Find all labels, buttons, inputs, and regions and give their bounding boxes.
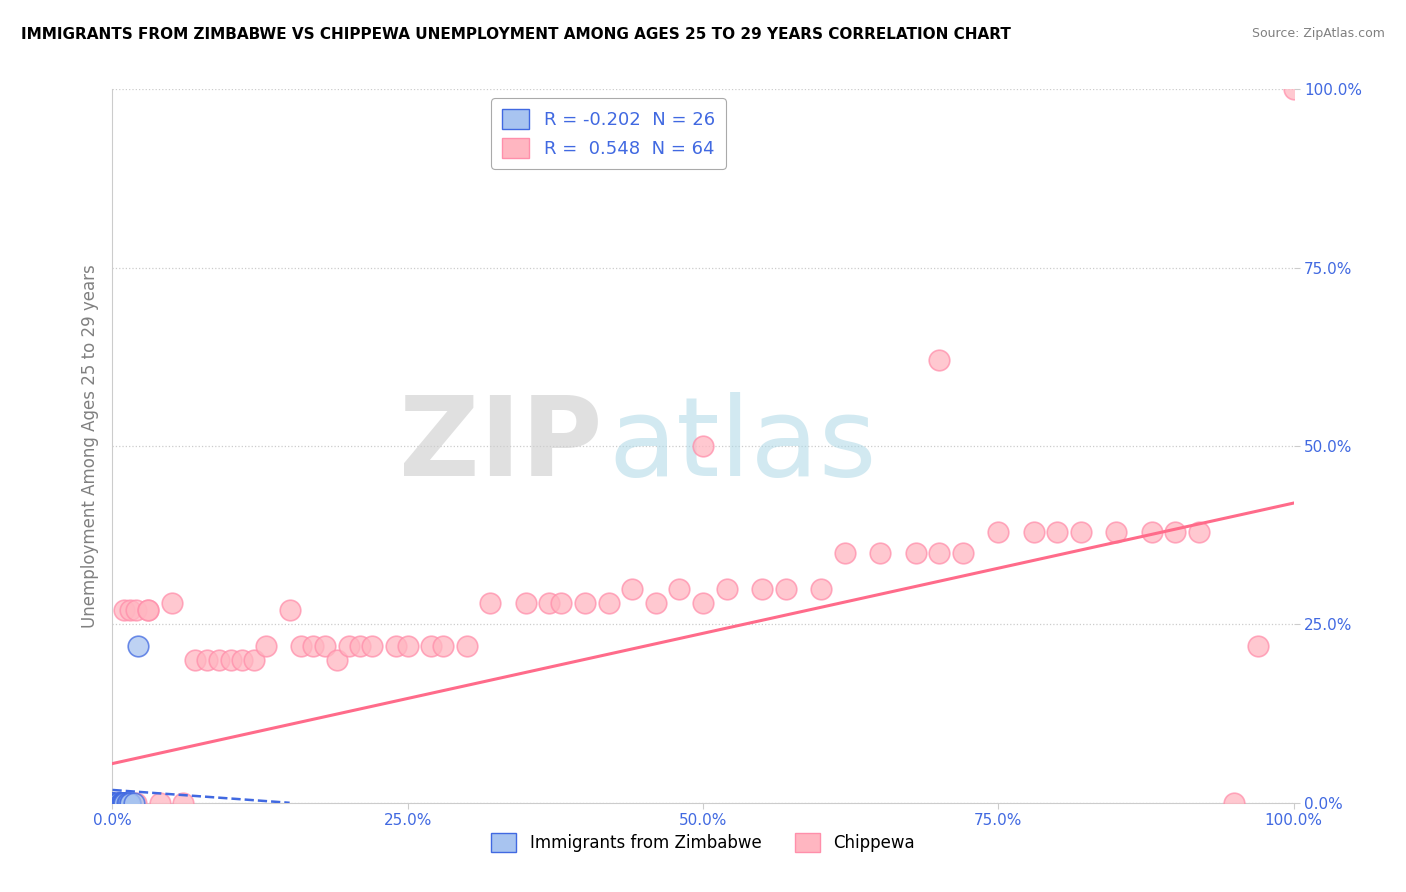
Point — [101, 796, 124, 810]
Point — [111, 796, 134, 810]
Point — [278, 603, 301, 617]
Point — [149, 796, 172, 810]
Text: ZIP: ZIP — [399, 392, 603, 500]
Point — [112, 796, 135, 810]
Point — [598, 596, 620, 610]
Point — [107, 796, 129, 810]
Point — [644, 596, 666, 610]
Point — [361, 639, 384, 653]
Point — [136, 603, 159, 617]
Point — [337, 639, 360, 653]
Point — [1046, 524, 1069, 539]
Point — [231, 653, 253, 667]
Point — [1188, 524, 1211, 539]
Point — [112, 796, 135, 810]
Point — [987, 524, 1010, 539]
Point — [1164, 524, 1187, 539]
Point — [101, 796, 124, 810]
Point — [550, 596, 572, 610]
Text: IMMIGRANTS FROM ZIMBABWE VS CHIPPEWA UNEMPLOYMENT AMONG AGES 25 TO 29 YEARS CORR: IMMIGRANTS FROM ZIMBABWE VS CHIPPEWA UNE… — [21, 27, 1011, 42]
Point — [928, 546, 950, 560]
Point — [621, 582, 644, 596]
Point — [112, 796, 135, 810]
Point — [538, 596, 561, 610]
Legend: Immigrants from Zimbabwe, Chippewa: Immigrants from Zimbabwe, Chippewa — [485, 827, 921, 859]
Point — [1105, 524, 1128, 539]
Point — [396, 639, 419, 653]
Point — [1140, 524, 1163, 539]
Point — [127, 639, 149, 653]
Point — [110, 796, 132, 810]
Point — [456, 639, 478, 653]
Point — [349, 639, 371, 653]
Point — [208, 653, 231, 667]
Point — [420, 639, 443, 653]
Point — [101, 796, 124, 810]
Point — [869, 546, 891, 560]
Point — [1070, 524, 1092, 539]
Point — [101, 796, 124, 810]
Point — [136, 603, 159, 617]
Point — [115, 796, 138, 810]
Point — [101, 796, 124, 810]
Point — [952, 546, 974, 560]
Point — [107, 796, 129, 810]
Point — [112, 796, 135, 810]
Point — [1247, 639, 1270, 653]
Point — [574, 596, 596, 610]
Y-axis label: Unemployment Among Ages 25 to 29 years: Unemployment Among Ages 25 to 29 years — [80, 264, 98, 628]
Point — [101, 796, 124, 810]
Point — [243, 653, 266, 667]
Point — [290, 639, 312, 653]
Point — [775, 582, 797, 596]
Point — [928, 353, 950, 368]
Point — [219, 653, 242, 667]
Point — [810, 582, 832, 596]
Point — [120, 796, 142, 810]
Text: atlas: atlas — [609, 392, 877, 500]
Point — [107, 796, 129, 810]
Point — [195, 653, 218, 667]
Point — [160, 596, 183, 610]
Point — [112, 796, 135, 810]
Point — [111, 796, 134, 810]
Point — [432, 639, 454, 653]
Point — [125, 796, 148, 810]
Point — [184, 653, 207, 667]
Point — [692, 596, 714, 610]
Point — [110, 796, 132, 810]
Point — [120, 603, 142, 617]
Point — [254, 639, 277, 653]
Point — [326, 653, 349, 667]
Point — [834, 546, 856, 560]
Point — [117, 796, 139, 810]
Point — [668, 582, 690, 596]
Point — [716, 582, 738, 596]
Point — [515, 596, 537, 610]
Point — [479, 596, 502, 610]
Point — [904, 546, 927, 560]
Point — [1282, 82, 1305, 96]
Point — [112, 603, 135, 617]
Point — [101, 796, 124, 810]
Point — [172, 796, 194, 810]
Point — [125, 603, 148, 617]
Point — [107, 796, 129, 810]
Point — [120, 796, 142, 810]
Point — [314, 639, 336, 653]
Point — [1022, 524, 1045, 539]
Point — [101, 796, 124, 810]
Text: Source: ZipAtlas.com: Source: ZipAtlas.com — [1251, 27, 1385, 40]
Point — [1223, 796, 1246, 810]
Point — [107, 796, 129, 810]
Point — [385, 639, 408, 653]
Point — [302, 639, 325, 653]
Point — [122, 796, 145, 810]
Point — [751, 582, 773, 596]
Point — [692, 439, 714, 453]
Point — [112, 796, 135, 810]
